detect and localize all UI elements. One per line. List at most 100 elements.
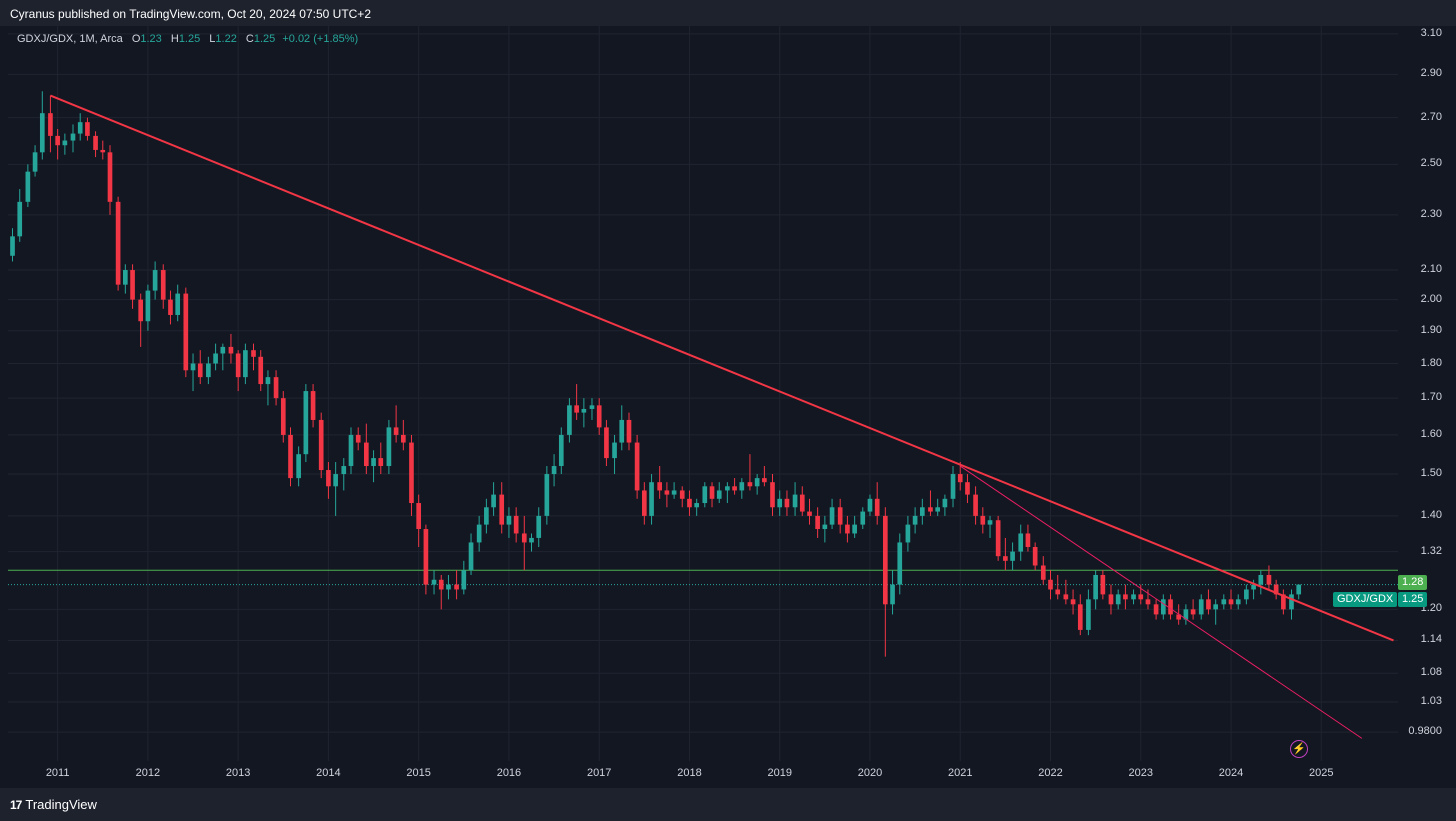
x-tick-label: 2016: [496, 767, 522, 779]
chart-area[interactable]: [8, 26, 1398, 788]
candle-body: [107, 152, 113, 202]
candle-body: [965, 482, 970, 495]
candle-body: [1258, 574, 1264, 585]
y-tick-label: 1.08: [1420, 666, 1442, 679]
candle-body: [39, 113, 45, 153]
candle-body: [183, 293, 189, 371]
header-bar: Cyranus published on TradingView.com, Oc…: [0, 0, 1456, 26]
y-tick-label: 2.70: [1420, 110, 1442, 123]
candle-body: [1198, 599, 1204, 615]
candle-body: [461, 570, 467, 590]
y-tick-label: 2.90: [1420, 67, 1442, 80]
candle-body: [123, 270, 128, 285]
candle-body: [265, 377, 271, 385]
x-tick-label: 2020: [857, 767, 883, 779]
legend-low-value: 1.22: [215, 33, 237, 45]
candle-body: [1018, 533, 1024, 552]
legend-open-label: O: [131, 33, 141, 45]
candle-body: [626, 419, 632, 443]
y-tick-label: 1.40: [1420, 508, 1442, 521]
candle-body: [544, 474, 550, 516]
candle-body: [1032, 546, 1038, 566]
candle-body: [807, 511, 812, 516]
candle-body: [296, 454, 301, 479]
candle-body: [1010, 551, 1015, 561]
candle-body: [145, 290, 151, 322]
candle-body: [762, 478, 767, 483]
candle-body: [220, 346, 226, 354]
candle-body: [852, 524, 857, 534]
candle-body: [1115, 594, 1121, 605]
candle-body: [770, 482, 775, 508]
x-tick-label: 2019: [767, 767, 792, 779]
candle-body: [589, 405, 595, 409]
candle-body: [1176, 614, 1182, 620]
candle-body: [1063, 594, 1069, 600]
candle-body: [777, 498, 783, 508]
candle-body: [1251, 584, 1256, 590]
x-tick-label: 2013: [225, 767, 251, 779]
candle-body: [725, 486, 730, 491]
legend-open-value: 1.23: [140, 33, 162, 45]
x-tick-label: 2015: [406, 767, 431, 779]
candle-body: [273, 377, 279, 399]
candle-body: [612, 442, 617, 459]
y-tick-label: 2.00: [1420, 292, 1442, 305]
candle-body: [912, 515, 918, 525]
tradingview-logo[interactable]: 17 TradingView: [10, 797, 97, 812]
candle-body: [687, 498, 692, 508]
candle-body: [581, 408, 587, 413]
candle-body: [829, 507, 835, 525]
candle-body: [431, 579, 437, 585]
y-tick-label: 2.10: [1420, 263, 1442, 276]
candle-body: [928, 507, 933, 512]
candle-body: [48, 113, 53, 136]
y-tick-label: 1.90: [1420, 323, 1442, 336]
candle-body: [799, 494, 805, 512]
candle-body: [890, 584, 895, 605]
candle-body: [348, 434, 354, 467]
x-tick-label: 2014: [316, 767, 341, 779]
legend-symbol[interactable]: GDXJ/GDX, 1M, Arca: [17, 33, 123, 45]
candle-body: [1160, 599, 1166, 615]
candle-body: [1296, 584, 1302, 595]
y-tick-label: 1.03: [1420, 694, 1442, 707]
candle-body: [784, 498, 790, 508]
candle-body: [822, 524, 828, 530]
candle-body: [206, 363, 211, 378]
x-tick-label: 2023: [1128, 767, 1153, 779]
candle-body: [70, 133, 76, 141]
y-tick-label: 2.50: [1420, 157, 1442, 170]
candle-body: [1131, 594, 1136, 600]
candle-body: [401, 434, 406, 443]
candle-body: [739, 482, 745, 491]
candle-body: [251, 350, 256, 357]
candle-body: [484, 507, 489, 525]
candle-body: [1168, 599, 1173, 615]
candle-body: [190, 363, 196, 371]
candle-body: [258, 356, 264, 385]
candle-body: [942, 498, 948, 508]
lightning-icon[interactable]: ⚡: [1290, 740, 1308, 758]
candle-body: [1273, 584, 1279, 595]
candle-body: [1055, 589, 1061, 595]
candle-body: [521, 533, 527, 543]
candle-body: [1145, 599, 1151, 605]
candle-body: [882, 515, 888, 605]
candle-body: [679, 490, 685, 499]
candle-body: [1048, 579, 1053, 590]
candle-body: [17, 201, 23, 237]
candle-body: [709, 486, 715, 499]
candle-body: [747, 482, 753, 487]
candle-body: [303, 391, 309, 455]
symbol-legend[interactable]: GDXJ/GDX, 1M, Arca O1.23 H1.25 L1.22 C1.…: [17, 33, 358, 45]
candle-body: [919, 507, 925, 516]
candlestick-chart[interactable]: [8, 26, 1398, 788]
candle-body: [1221, 599, 1227, 605]
candle-body: [491, 494, 496, 508]
published-by-text: Cyranus published on TradingView.com, Oc…: [10, 7, 371, 21]
candle-body: [1266, 574, 1272, 585]
candle-body: [235, 353, 241, 378]
candle-body: [468, 542, 474, 571]
candle-body: [558, 434, 564, 467]
